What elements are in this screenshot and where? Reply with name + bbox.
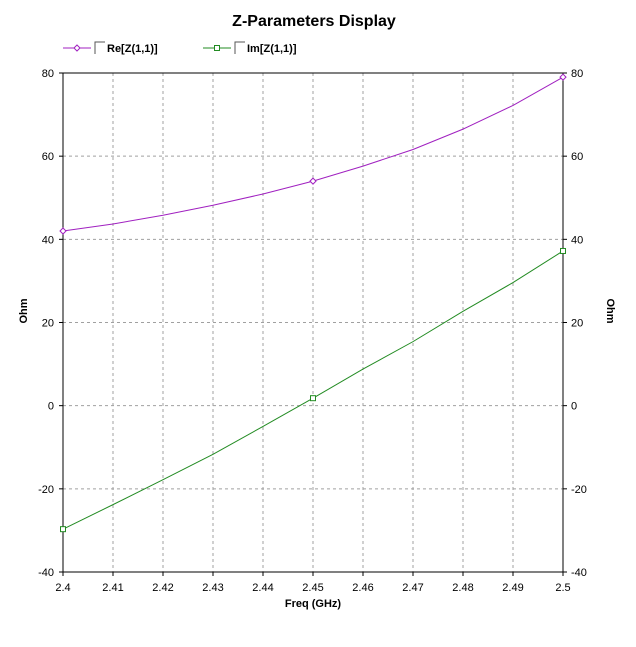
y-tick-label-right: -20 (571, 484, 587, 496)
x-tick-label: 2.49 (502, 582, 523, 594)
series-layer (59, 73, 567, 533)
x-tick-label: 2.5 (555, 582, 570, 594)
legend-marker (73, 44, 81, 52)
series-im-z11 (60, 247, 566, 533)
x-tick-label: 2.44 (252, 582, 273, 594)
series-re-z11 (59, 73, 567, 235)
data-point (310, 395, 316, 402)
y-tick-label-right: 0 (571, 401, 577, 413)
y-tick-label-left: -40 (38, 567, 54, 579)
y-tick-label-left: 60 (42, 151, 54, 163)
y-tick-label-right: -40 (571, 567, 587, 579)
x-tick-label: 2.47 (402, 582, 423, 594)
y-tick-label-right: 60 (571, 151, 583, 163)
y-tick-label-right: 40 (571, 234, 583, 246)
legend-label: Re[Z(1,1)] (107, 43, 158, 55)
legend-bracket-icon (94, 41, 105, 54)
legend: Re[Z(1,1)] Im[Z(1,1)] (63, 41, 297, 55)
x-tick-label: 2.41 (102, 582, 123, 594)
data-point (59, 227, 67, 235)
y-tick-label-right: 20 (571, 318, 583, 330)
y-tick-label-left: 40 (42, 234, 54, 246)
legend-bracket-icon (234, 41, 245, 54)
x-axis-label: Freq (GHz) (285, 598, 342, 610)
data-point (309, 177, 317, 185)
y-tick-label-left: 0 (48, 401, 54, 413)
y-tick-label-right: 80 (571, 68, 583, 80)
data-point (560, 247, 566, 254)
legend-label: Im[Z(1,1)] (247, 43, 297, 55)
legend-item: Im[Z(1,1)] (203, 41, 297, 55)
x-tick-label: 2.42 (152, 582, 173, 594)
y-axis-label-left: Ohm (18, 298, 30, 323)
chart-title: Z-Parameters Display (232, 13, 396, 30)
x-tick-label: 2.43 (202, 582, 223, 594)
y-tick-label-left: -20 (38, 484, 54, 496)
x-tick-label: 2.48 (452, 582, 473, 594)
legend-item: Re[Z(1,1)] (63, 41, 158, 55)
legend-marker (214, 45, 220, 51)
y-tick-label-left: 20 (42, 318, 54, 330)
data-point (559, 73, 567, 81)
data-point (60, 526, 66, 533)
axis-ticks: 2.4 2.41 2.42 2.43 2.44 2.45 2.46 2.47 2.48 2.49 2… (38, 68, 587, 594)
y-axis-label-right: Ohm (604, 298, 616, 323)
x-tick-label: 2.45 (302, 582, 323, 594)
x-tick-label: 2.4 (55, 582, 70, 594)
grid (63, 73, 563, 572)
y-tick-label-left: 80 (42, 68, 54, 80)
x-tick-label: 2.46 (352, 582, 373, 594)
